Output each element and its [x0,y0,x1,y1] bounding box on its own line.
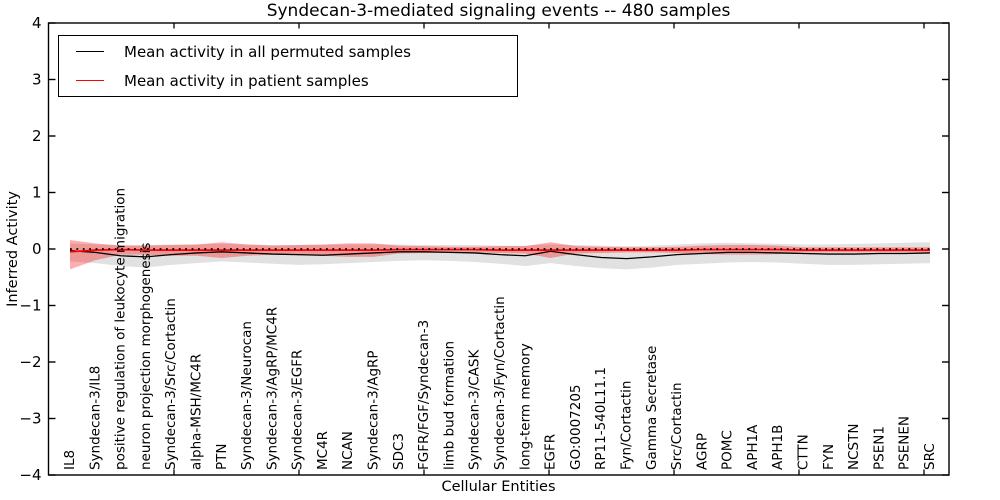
x-tick-label: alpha-MSH/MC4R [188,354,204,470]
x-tick-label: NCSTN [846,424,862,470]
x-tick-label: CTTN [796,434,812,470]
x-tick-label: APH1A [745,424,761,470]
x-tick-label: NCAN [340,431,356,470]
patient-line-swatch [76,80,104,81]
x-tick-label: FYN [821,444,837,470]
x-tick-label: PSENEN [897,416,913,470]
x-tick-label: Syndecan-3/IL8 [87,366,103,470]
y-tick-label: 2 [32,127,42,145]
permuted-line-swatch [76,51,104,52]
y-axis-label: Inferred Activity [5,191,21,307]
x-tick-label: Syndecan-3/AgRP/MC4R [264,307,280,470]
legend-item-patient: Mean activity in patient samples [59,66,517,95]
x-tick-label: GO:0007205 [568,384,584,470]
x-tick-label: limb bud formation [441,341,457,470]
x-tick-label: SRC [922,443,938,470]
x-tick-label: IL8 [62,450,78,470]
x-tick-label: positive regulation of leukocyte migrati… [113,188,129,470]
x-tick-label: neuron projection morphogenesis [138,243,154,470]
x-tick-label: Gamma Secretase [644,346,660,470]
x-tick-label: MC4R [315,431,331,470]
x-tick-label: long-term memory [517,343,533,470]
y-tick-label: 3 [32,71,42,89]
y-tick-label: 1 [32,184,42,202]
x-tick-label: APH1B [770,425,786,470]
legend-label-patient: Mean activity in patient samples [124,71,369,90]
x-tick-label: Syndecan-3/EGFR [290,350,306,470]
x-tick-label: Syndecan-3/Src/Cortactin [163,298,179,470]
x-axis-label: Cellular Entities [441,479,556,495]
legend-item-permuted: Mean activity in all permuted samples [59,37,517,66]
x-tick-label: Syndecan-3/Fyn/Cortactin [492,296,508,470]
x-tick-label: POMC [720,430,736,470]
x-tick-label: FGFR/FGF/Syndecan-3 [416,320,432,470]
legend-label-permuted: Mean activity in all permuted samples [124,42,411,61]
y-tick-label: 0 [32,240,42,258]
patient-mean-line [69,248,930,253]
x-tick-label: SDC3 [391,433,407,470]
x-tick-label: PTN [214,444,230,471]
x-tick-label: Src/Cortactin [669,382,685,470]
legend: Mean activity in all permuted samples Me… [58,35,518,97]
y-tick-label: −2 [19,353,41,371]
patient-range-band [70,239,930,270]
permuted-mean-line [69,250,931,260]
x-tick-label: Syndecan-3/AgRP [366,350,382,470]
x-tick-label: Fyn/Cortactin [618,381,634,470]
x-tick-label: RP11-540L11.1 [593,367,609,470]
y-tick-label: −1 [19,297,41,315]
y-tick-label: −3 [19,410,41,428]
x-tick-label: PSEN1 [871,426,887,470]
chart-title: Syndecan-3-mediated signaling events -- … [266,1,731,21]
y-tick-label: −4 [19,466,41,484]
x-tick-label: EGFR [543,434,559,470]
x-tick-label: AGRP [694,433,710,470]
x-tick-label: Syndecan-3/CASK [467,349,483,470]
x-tick-label: Syndecan-3/Neurocan [239,321,255,470]
y-tick-label: 4 [32,14,42,32]
